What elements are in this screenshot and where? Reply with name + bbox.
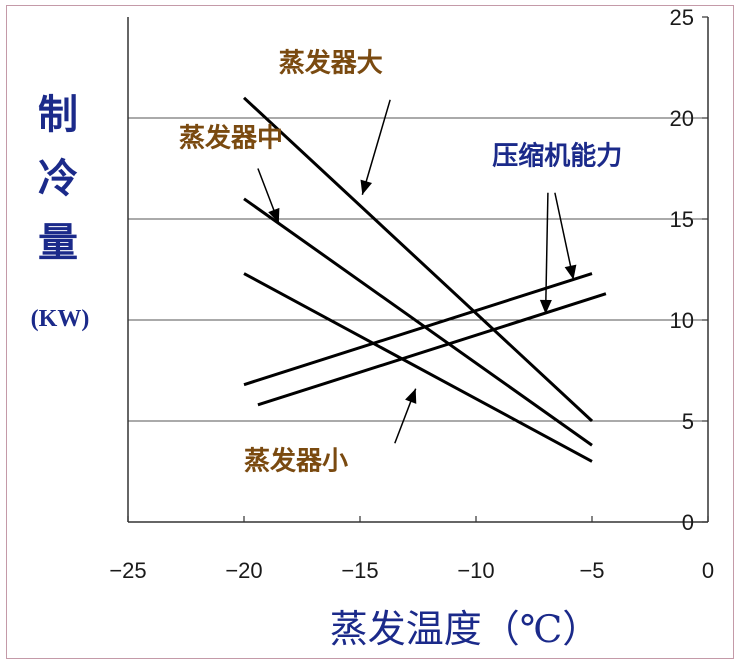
arrow-1-shaft xyxy=(361,99,391,195)
ylabel-char-1: 制 xyxy=(38,91,78,138)
arrow-4-head xyxy=(564,264,577,280)
series-line-4 xyxy=(243,272,593,387)
y-tick-label: 0 xyxy=(682,510,694,535)
x-axis-title: 蒸发温度（℃） xyxy=(330,607,601,651)
ylabel-char-3: 量 xyxy=(38,219,78,266)
x-tick-label: −25 xyxy=(109,558,146,583)
series-lines xyxy=(242,96,607,463)
x-tick-label: −10 xyxy=(457,558,494,583)
arrow-2-head xyxy=(268,207,280,224)
y-tick-label: 10 xyxy=(670,308,694,333)
annotation-arrows xyxy=(257,99,577,444)
annotation-1: 蒸发器大 xyxy=(279,48,383,79)
arrow-5-shaft xyxy=(544,192,549,314)
y-tick-label: 5 xyxy=(682,409,694,434)
grid-lines xyxy=(128,117,708,422)
x-tick-label: −20 xyxy=(225,558,262,583)
ylabel-unit: (KW) xyxy=(31,306,90,332)
annotation-3: 蒸发器小 xyxy=(244,445,348,476)
x-tick-labels: −25 −20 −15 −10 −5 0 xyxy=(109,558,714,583)
arrow-3-head xyxy=(405,388,417,404)
y-tick-labels: 0 5 10 15 20 25 xyxy=(670,5,694,535)
y-tick-label: 20 xyxy=(670,106,694,131)
arrow-5-head xyxy=(539,299,552,314)
y-tick-label: 15 xyxy=(670,207,694,232)
series-line-1 xyxy=(242,96,594,423)
x-tick-label: −15 xyxy=(341,558,378,583)
series-line-2 xyxy=(243,197,593,447)
axes xyxy=(127,16,709,523)
x-tick-label: −5 xyxy=(579,558,604,583)
x-tick-label: 0 xyxy=(702,558,714,583)
arrow-4-shaft xyxy=(554,192,575,280)
annotation-2: 蒸发器中 xyxy=(179,122,283,153)
series-line-3 xyxy=(243,272,593,463)
chart-frame xyxy=(6,5,734,659)
ylabel-char-2: 冷 xyxy=(38,155,78,202)
series-line-5 xyxy=(257,292,607,407)
annotation-4: 压缩机能力 xyxy=(492,140,622,171)
arrow-1-head xyxy=(360,179,373,195)
y-tick-label: 25 xyxy=(670,5,694,30)
